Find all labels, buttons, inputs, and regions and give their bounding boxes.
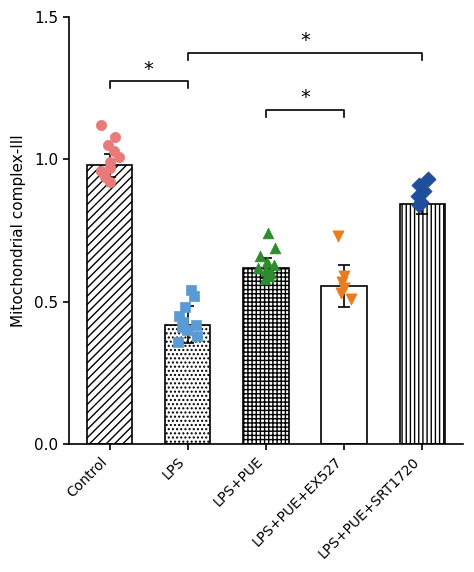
Point: [174, 337, 182, 346]
Point: [178, 323, 186, 332]
Point: [418, 197, 425, 206]
Bar: [243, 268, 289, 444]
Point: [340, 283, 347, 292]
Text: *: *: [144, 60, 154, 79]
Point: [175, 312, 182, 321]
Bar: [87, 165, 132, 444]
Point: [265, 272, 273, 281]
Point: [101, 172, 109, 181]
Point: [416, 200, 423, 209]
Point: [424, 175, 431, 184]
Point: [105, 141, 112, 150]
Point: [190, 292, 198, 301]
Point: [420, 186, 428, 196]
Point: [338, 277, 346, 287]
Point: [262, 275, 269, 284]
Text: *: *: [300, 88, 310, 108]
Point: [110, 146, 118, 156]
Point: [193, 331, 201, 340]
Point: [183, 325, 191, 335]
Point: [116, 152, 123, 161]
Point: [182, 303, 189, 312]
Point: [340, 272, 348, 281]
Y-axis label: Mitochondrial complex-III: Mitochondrial complex-III: [11, 134, 26, 327]
Text: *: *: [300, 31, 310, 50]
Bar: [165, 324, 210, 444]
Point: [180, 317, 187, 326]
Point: [97, 121, 105, 130]
Bar: [400, 204, 445, 444]
Point: [271, 243, 279, 252]
Point: [264, 229, 272, 238]
Point: [106, 164, 113, 173]
Point: [188, 286, 195, 295]
Point: [106, 178, 113, 187]
Point: [267, 269, 275, 278]
Point: [263, 266, 270, 275]
Point: [415, 181, 422, 190]
Point: [337, 289, 345, 298]
Point: [414, 192, 421, 201]
Bar: [321, 286, 367, 444]
Point: [263, 257, 271, 267]
Point: [192, 320, 200, 329]
Point: [97, 166, 105, 176]
Point: [334, 232, 342, 241]
Point: [271, 260, 278, 269]
Point: [347, 295, 355, 304]
Point: [111, 132, 119, 141]
Point: [256, 252, 264, 261]
Point: [107, 158, 114, 167]
Point: [255, 263, 262, 272]
